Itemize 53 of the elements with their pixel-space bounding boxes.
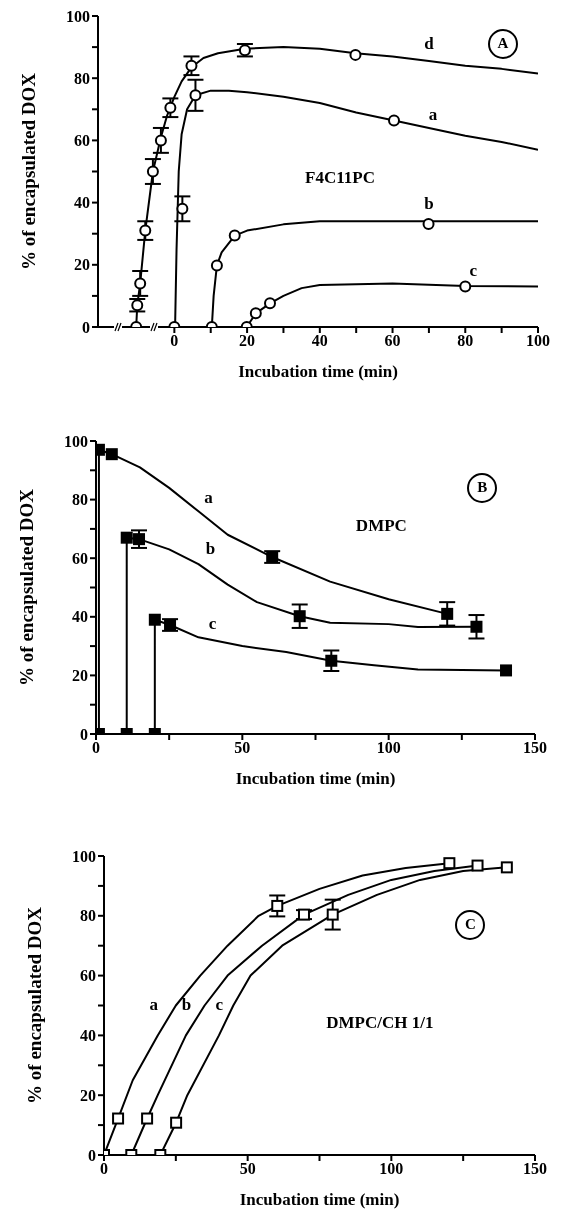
- y-tick-label: 100: [64, 432, 88, 450]
- series-label: b: [424, 194, 434, 214]
- y-tick-label: 40: [80, 1027, 96, 1045]
- y-tick-label: 0: [82, 318, 90, 336]
- y-tick-label: 20: [80, 1086, 96, 1104]
- x-tick-label: 0: [170, 332, 179, 350]
- y-tick-label: 0: [80, 725, 88, 743]
- y-tick-label: 60: [80, 967, 96, 985]
- y-tick-label: 80: [72, 491, 88, 509]
- series-label: a: [204, 488, 214, 508]
- y-tick-label: 60: [72, 549, 88, 567]
- series-label: a: [428, 104, 438, 124]
- y-tick-label: 80: [74, 69, 90, 87]
- annotation: DMPC: [355, 515, 407, 536]
- y-tick-label: 20: [72, 667, 88, 685]
- series-label: c: [215, 994, 224, 1014]
- x-axis-title: Incubation time (min): [239, 1190, 400, 1209]
- series-label: b: [181, 994, 192, 1014]
- x-tick-label: 40: [311, 332, 328, 350]
- y-tick-label: 100: [66, 7, 90, 25]
- x-tick-label: 150: [523, 1160, 547, 1178]
- y-tick-label: 40: [72, 608, 88, 626]
- x-tick-label: 150: [523, 739, 547, 757]
- y-tick-label: 0: [88, 1146, 96, 1164]
- x-tick-label: 100: [376, 739, 401, 757]
- series-label: a: [149, 994, 159, 1014]
- x-tick-label: 100: [379, 1160, 404, 1178]
- circled-letter: A: [487, 29, 518, 59]
- annotation: F4C11PC: [305, 167, 375, 188]
- y-axis-title: % of encapsulated DOX: [17, 72, 39, 270]
- circled-letter: B: [467, 472, 498, 503]
- x-axis-title: Incubation time (min): [235, 769, 396, 788]
- series-label: b: [205, 539, 216, 559]
- series-label: c: [208, 614, 217, 634]
- series-label: c: [469, 260, 478, 280]
- x-tick-label: 100: [526, 332, 550, 350]
- x-tick-label: 60: [384, 332, 401, 350]
- x-axis-title: Incubation time (min): [238, 362, 398, 381]
- circled-letter: C: [455, 909, 486, 940]
- y-tick-label: 60: [74, 132, 90, 150]
- x-tick-label: 20: [239, 332, 256, 350]
- x-tick-label: 0: [100, 1160, 108, 1178]
- x-tick-label: 50: [239, 1160, 256, 1178]
- y-axis-title: % of encapsulated DOX: [15, 488, 37, 686]
- series-label: d: [424, 34, 435, 54]
- x-tick-label: 80: [457, 332, 474, 350]
- y-tick-label: 40: [74, 194, 90, 212]
- y-tick-label: 100: [72, 847, 96, 865]
- annotation: DMPC/CH 1/1: [326, 1013, 434, 1034]
- y-tick-label: 80: [80, 907, 96, 925]
- x-tick-label: 50: [234, 739, 251, 757]
- y-tick-label: 20: [74, 256, 90, 274]
- y-axis-title: % of encapsulated DOX: [23, 906, 45, 1104]
